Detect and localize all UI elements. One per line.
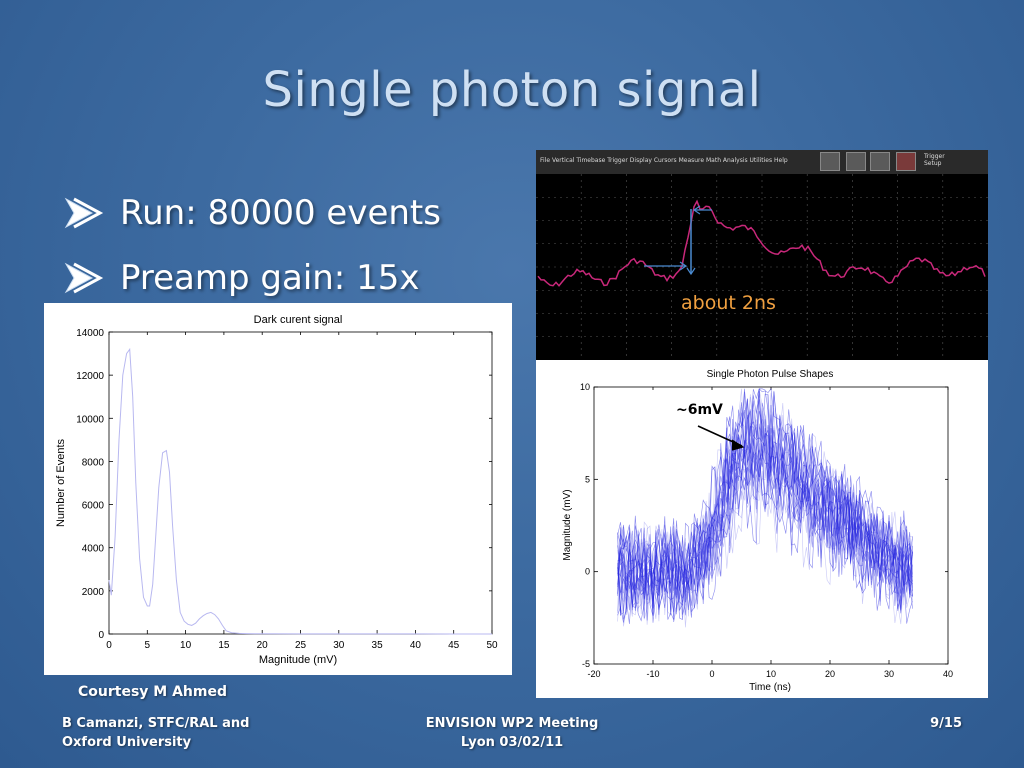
y-tick-label: 0	[585, 567, 590, 577]
x-tick-label: 10	[766, 669, 776, 679]
oscilloscope-capture: File Vertical Timebase Trigger Display C…	[536, 150, 988, 360]
pulse-trace	[617, 420, 913, 602]
scope-channel-button	[846, 152, 866, 171]
pulse-shapes-chart-panel: Single Photon Pulse Shapes -20 -10 0 10 20 30…	[536, 360, 988, 698]
pulse-trace	[617, 398, 913, 610]
amplitude-annotation: ~6mV	[676, 402, 723, 418]
footer-meeting-line2: Lyon 03/02/11	[460, 735, 564, 750]
x-tick-label: 40	[943, 669, 953, 679]
y-axis-label: Number of Events	[55, 438, 67, 527]
pulse-shapes-chart: Single Photon Pulse Shapes -20 -10 0 10 20 30…	[562, 369, 953, 693]
x-tick-label: 0	[709, 669, 714, 679]
pulse-trace	[617, 425, 913, 620]
pulse-trace	[617, 392, 913, 603]
y-tick-label: -5	[582, 659, 590, 669]
plot-frame	[108, 331, 493, 635]
y-tick-label: 8000	[82, 457, 105, 468]
courtesy-text: Courtesy M Ahmed	[78, 684, 227, 700]
arrow-bullet-icon	[64, 197, 104, 229]
pulse-trace	[617, 451, 913, 594]
pulse-trace	[617, 409, 913, 628]
pulse-trace	[617, 390, 913, 613]
y-tick-label: 4000	[82, 544, 105, 555]
footer-author: B Camanzi, STFC/RAL and Oxford Universit…	[62, 714, 249, 752]
bullet-run-text: Run: 80000 events	[120, 193, 441, 233]
y-tick-label: 0	[98, 630, 104, 641]
pulse-trace	[617, 447, 913, 599]
pulse-trace	[617, 388, 913, 616]
scope-channel-button	[870, 152, 890, 171]
x-tick-label: 50	[486, 640, 498, 651]
chart-title: Dark curent signal	[254, 314, 343, 326]
x-tick-label: 35	[372, 640, 384, 651]
x-tick-label: 20	[257, 640, 269, 651]
x-tick-label: 25	[295, 640, 307, 651]
x-axis-label: Magnitude (mV)	[259, 654, 337, 666]
x-tick-label: -20	[587, 669, 600, 679]
page-number: 9/15	[930, 716, 962, 731]
scope-menu-bar: File Vertical Timebase Trigger Display C…	[540, 157, 788, 164]
x-tick-label: -10	[646, 669, 659, 679]
scope-trigger-button	[896, 152, 916, 171]
x-tick-label: 5	[145, 640, 151, 651]
pulse-trace	[617, 389, 913, 622]
y-axis-label: Magnitude (mV)	[562, 489, 573, 560]
footer-meeting: ENVISION WP2 Meeting Lyon 03/02/11	[412, 714, 612, 752]
x-tick-label: 30	[333, 640, 345, 651]
footer-meeting-line1: ENVISION WP2 Meeting	[425, 716, 599, 731]
pulse-trace	[617, 405, 913, 616]
pulse-trace	[617, 388, 913, 606]
footer-author-line1: B Camanzi, STFC/RAL and	[62, 716, 250, 731]
rise-time-annotation: about 2ns	[681, 292, 776, 314]
pulse-trace	[617, 388, 913, 611]
y-tick-label: 10	[580, 382, 590, 392]
pulse-trace	[617, 388, 913, 616]
y-tick-label: 12000	[76, 371, 104, 382]
scope-channel-button	[820, 152, 840, 171]
pulse-trace	[617, 454, 913, 625]
bullet-run: Run: 80000 events	[62, 193, 441, 233]
x-tick-label: 30	[884, 669, 894, 679]
x-tick-label: 40	[410, 640, 422, 651]
y-tick-label: 5	[585, 474, 590, 484]
scope-trigger-label: Trigger Setup	[924, 153, 945, 167]
y-tick-label: 10000	[76, 414, 104, 425]
dark-current-chart: Dark curent signal 0 5 10 15 20 25 30 35 40 45 50 0…	[55, 314, 498, 666]
pulse-trace	[617, 462, 913, 601]
y-tick-label: 6000	[82, 501, 105, 512]
bullet-gain: Preamp gain: 15x	[62, 258, 419, 298]
y-tick-label: 2000	[82, 587, 105, 598]
pulse-trace	[617, 427, 913, 604]
y-tick-label: 14000	[76, 328, 104, 339]
x-axis-label: Time (ns)	[749, 682, 791, 693]
x-tick-label: 45	[448, 640, 460, 651]
data-series-line	[108, 347, 492, 635]
pulse-trace	[617, 442, 913, 624]
dark-current-chart-panel: Dark curent signal 0 5 10 15 20 25 30 35 40 45 50 0…	[44, 303, 512, 675]
scope-screen	[536, 174, 988, 360]
pulse-trace	[617, 450, 913, 600]
pulse-trace	[617, 397, 913, 617]
bullet-gain-text: Preamp gain: 15x	[120, 258, 420, 298]
x-tick-label: 0	[106, 640, 112, 651]
footer-author-line2: Oxford University	[62, 735, 192, 750]
scope-trace	[537, 199, 986, 287]
arrow-bullet-icon	[64, 262, 104, 294]
pulse-traces	[617, 388, 913, 628]
chart-title: Single Photon Pulse Shapes	[707, 369, 834, 380]
pulse-trace	[617, 440, 913, 620]
x-tick-label: 10	[180, 640, 192, 651]
scope-toolbar: File Vertical Timebase Trigger Display C…	[536, 150, 988, 174]
slide-title: Single photon signal	[262, 62, 762, 118]
x-tick-label: 20	[825, 669, 835, 679]
x-tick-label: 15	[218, 640, 230, 651]
